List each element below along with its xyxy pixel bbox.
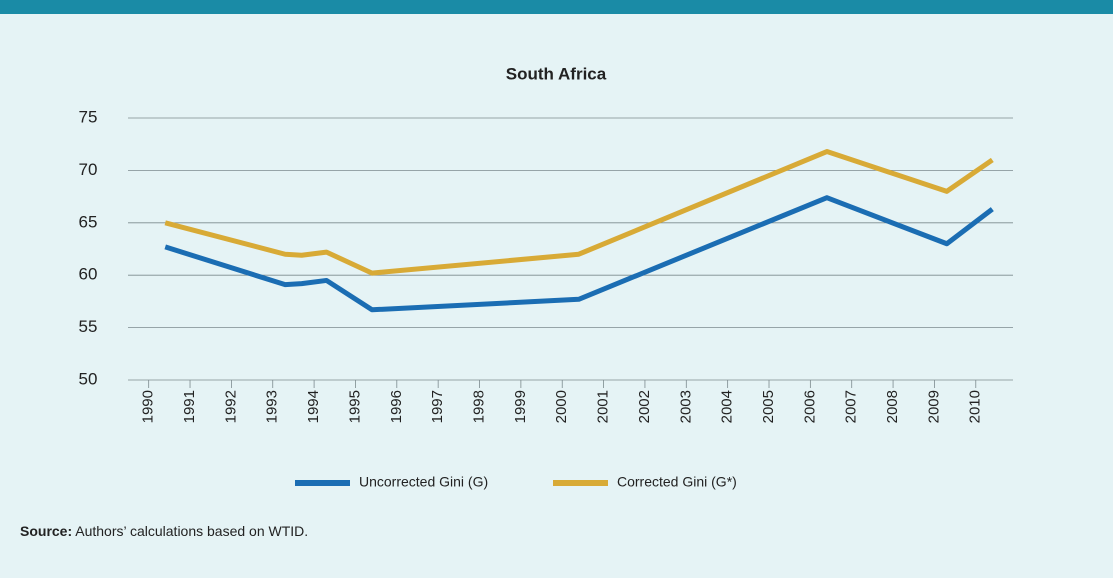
x-tick-label: 1996 [388,390,405,423]
x-tick-label: 2000 [553,390,570,423]
y-tick-label: 50 [79,369,98,388]
chart-title: South Africa [506,64,607,83]
y-tick-label: 65 [79,212,98,231]
x-tick-label: 1993 [264,390,281,423]
x-tick-label: 2008 [884,390,901,423]
x-tick-label: 2002 [636,390,653,423]
x-tick-label: 2009 [925,390,942,423]
x-tick-label: 1990 [140,390,157,423]
y-tick-label: 60 [79,265,98,284]
source-text: Authors’ calculations based on WTID. [75,523,308,539]
y-tick-label: 55 [79,317,98,336]
x-tick-label: 2006 [801,390,818,423]
series-line [164,195,994,313]
x-tick-label: 2004 [719,390,736,423]
x-tick-label: 2001 [595,390,612,423]
x-tick-label: 1995 [346,390,363,423]
legend-label: Corrected Gini (G*) [617,474,737,490]
legend-label: Uncorrected Gini (G) [359,474,488,490]
x-tick-label: 1997 [429,390,446,423]
x-tick-label: 1991 [181,390,198,423]
x-tick-label: 2005 [760,390,777,423]
x-tick-label: 1998 [470,390,487,423]
x-tick-label: 1999 [512,390,529,423]
x-tick-label: 2007 [843,390,860,423]
x-tick-label: 2010 [967,390,984,423]
x-tick-label: 1992 [222,390,239,423]
y-tick-label: 75 [79,107,98,126]
source-label: Source: [20,523,72,539]
source: Source: Authors’ calculations based on W… [20,523,308,539]
series-line [164,149,994,276]
x-tick-label: 2003 [677,390,694,423]
x-tick-label: 1994 [305,390,322,423]
y-tick-label: 70 [79,160,98,179]
top-bar [0,0,1113,14]
